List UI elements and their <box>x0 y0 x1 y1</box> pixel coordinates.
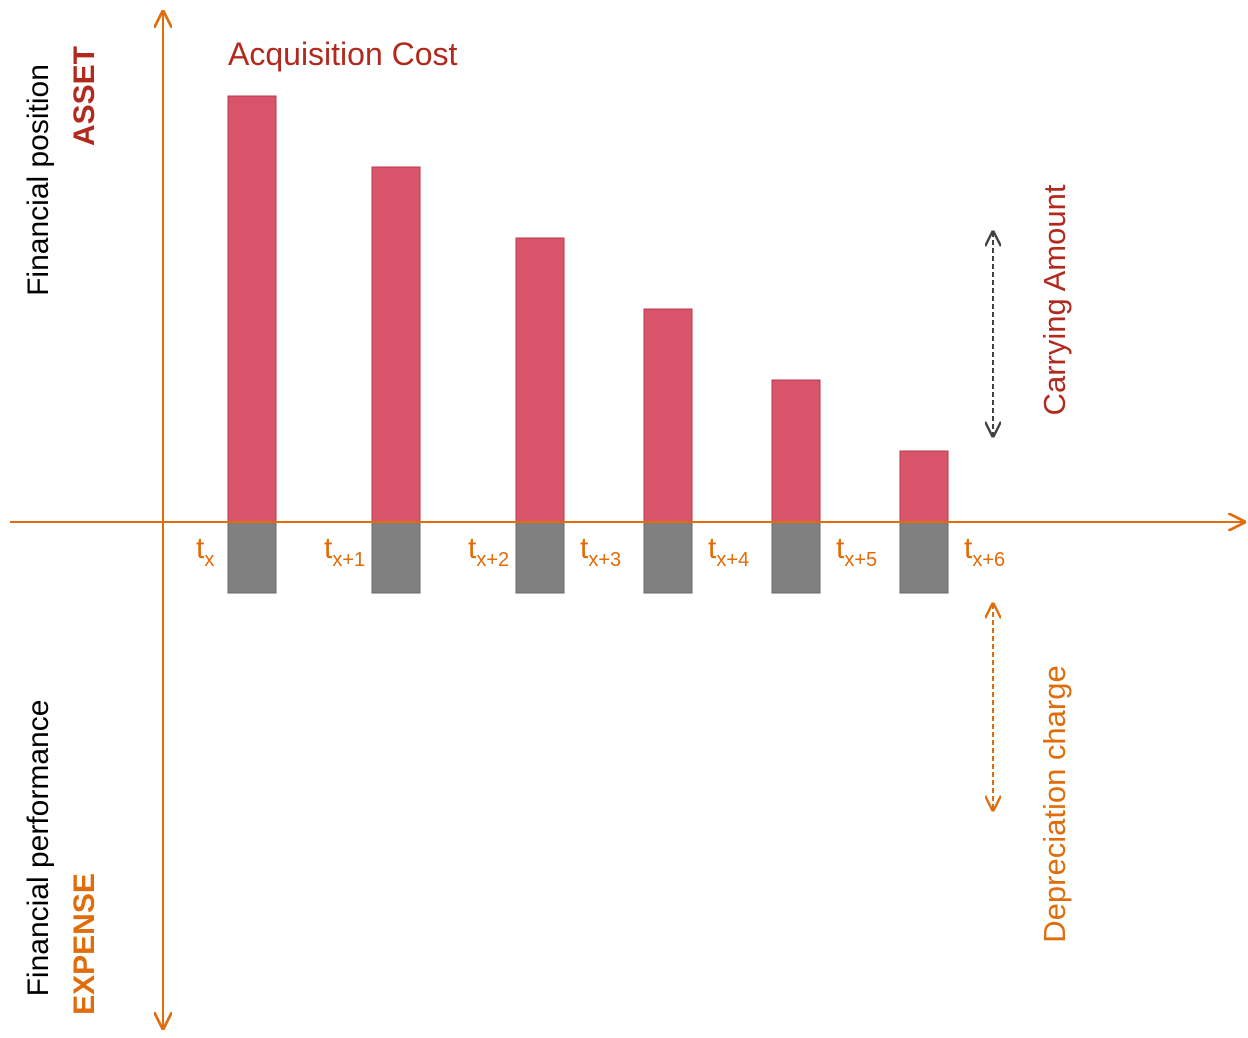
period-labels: tx tx+1 tx+2 tx+3 tx+4 tx+5 tx+6 <box>196 532 1005 571</box>
carrying-amount-bar-6 <box>899 450 949 523</box>
carrying-amount-label: Carrying Amount <box>1037 184 1072 415</box>
acquisition-cost-label: Acquisition Cost <box>228 36 458 72</box>
financial-performance-label: Financial performance <box>22 700 55 997</box>
depreciation-bar-4 <box>643 521 693 594</box>
depreciation-bar-3 <box>515 521 565 594</box>
period-label-2: tx+1 <box>324 532 365 571</box>
period-label-5: tx+4 <box>708 532 749 571</box>
period-label-7: tx+6 <box>964 532 1005 571</box>
carrying-amount-bar-4 <box>643 308 693 523</box>
carrying-amount-bar-3 <box>515 237 565 523</box>
depreciation-bar-2 <box>371 521 421 594</box>
carrying-amount-bars <box>227 95 949 523</box>
expense-label: EXPENSE <box>68 873 101 1015</box>
asset-label: ASSET <box>68 46 101 146</box>
period-label-6: tx+5 <box>836 532 877 571</box>
carrying-amount-bar-1 <box>227 95 277 523</box>
carrying-amount-bar-5 <box>771 379 821 523</box>
financial-position-label: Financial position <box>22 64 55 296</box>
depreciation-bar-1 <box>227 521 277 594</box>
period-label-4: tx+3 <box>580 532 621 571</box>
period-label-1: tx <box>196 532 214 571</box>
period-label-3: tx+2 <box>468 532 509 571</box>
carrying-amount-bar-2 <box>371 166 421 523</box>
depreciation-bar-5 <box>771 521 821 594</box>
depreciation-bar-6 <box>899 521 949 594</box>
depreciation-charge-label: Depreciation charge <box>1037 665 1072 942</box>
